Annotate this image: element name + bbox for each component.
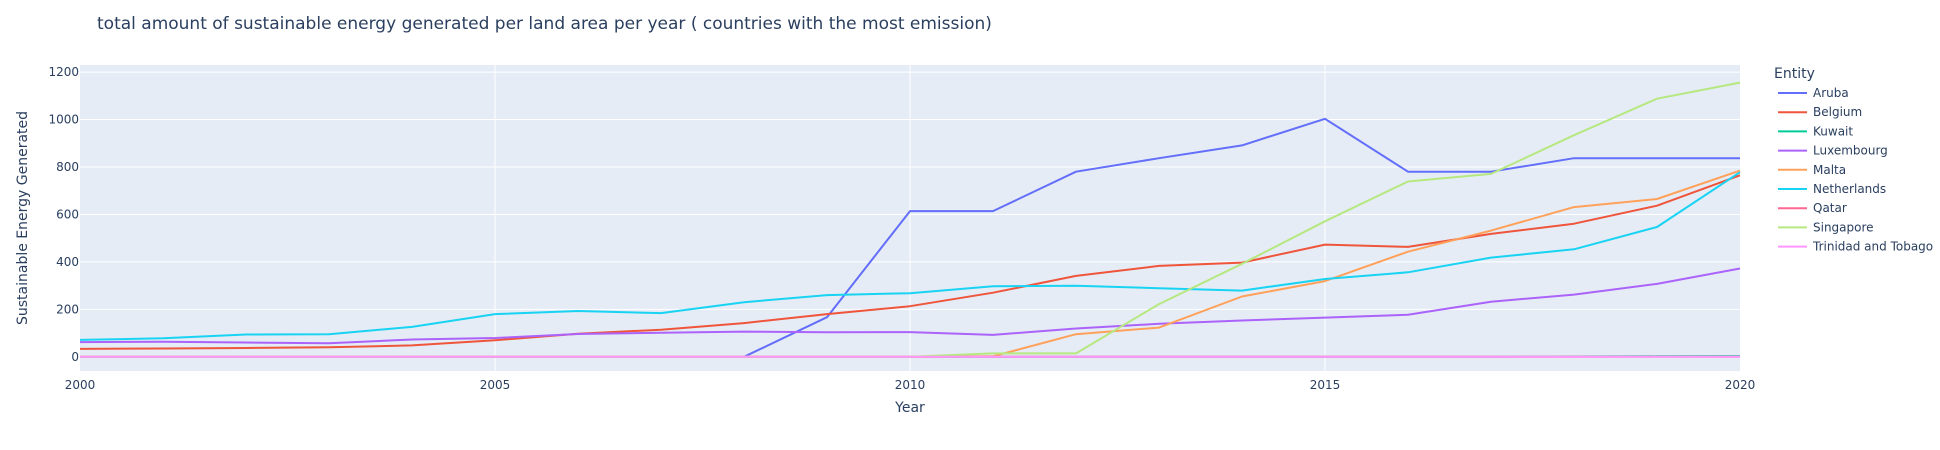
y-tick-labels: 0 200 400 600 800 1000 1200	[48, 65, 79, 364]
legend-item-malta[interactable]: Malta	[1778, 163, 1846, 177]
y-tick-label: 1000	[48, 113, 79, 127]
y-tick-label: 0	[71, 350, 79, 364]
legend-item-belgium[interactable]: Belgium	[1778, 105, 1862, 119]
legend-label: Aruba	[1813, 86, 1849, 100]
legend-label: Luxembourg	[1813, 144, 1888, 158]
y-tick-label: 1200	[48, 65, 79, 79]
y-tick-label: 400	[56, 255, 79, 269]
series-line-netherlands	[79, 171, 1741, 341]
legend-label: Malta	[1813, 163, 1846, 177]
x-tick-labels: 2000 2005 2010 2015 2020	[65, 378, 1756, 392]
legend-item-qatar[interactable]: Qatar	[1778, 201, 1847, 215]
x-tick-label: 2010	[895, 378, 926, 392]
x-tick-label: 2015	[1310, 378, 1341, 392]
series-line-luxembourg	[79, 267, 1741, 345]
legend-label: Qatar	[1813, 201, 1847, 215]
y-tick-label: 800	[56, 160, 79, 174]
x-tick-label: 2000	[65, 378, 96, 392]
legend-item-singapore[interactable]: Singapore	[1778, 220, 1874, 234]
legend-label: Trinidad and Tobago	[1812, 240, 1933, 254]
x-tick-label: 2005	[480, 378, 511, 392]
legend: Aruba Belgium Kuwait Luxembourg Malta Netherl…	[1778, 86, 1933, 254]
chart-title: total amount of sustainable energy gener…	[97, 14, 992, 34]
y-axis-title: Sustainable Energy Generated	[15, 111, 31, 325]
x-axis-title: Year	[894, 400, 925, 416]
legend-item-aruba[interactable]: Aruba	[1778, 86, 1849, 100]
legend-item-netherlands[interactable]: Netherlands	[1778, 182, 1886, 196]
legend-label: Singapore	[1813, 220, 1874, 234]
series-line-aruba	[743, 117, 1740, 358]
legend-item-luxembourg[interactable]: Luxembourg	[1778, 144, 1888, 158]
legend-item-kuwait[interactable]: Kuwait	[1778, 124, 1853, 138]
y-tick-label: 600	[56, 207, 79, 221]
y-tick-label: 200	[56, 302, 79, 316]
series-lines	[79, 81, 1741, 358]
legend-label: Netherlands	[1813, 182, 1886, 196]
legend-label: Kuwait	[1813, 124, 1853, 138]
legend-label: Belgium	[1813, 105, 1862, 119]
legend-title: Entity	[1774, 66, 1815, 82]
x-tick-label: 2020	[1725, 378, 1756, 392]
x-gridlines	[494, 65, 1326, 371]
legend-item-trinidad-and-tobago[interactable]: Trinidad and Tobago	[1778, 240, 1933, 254]
